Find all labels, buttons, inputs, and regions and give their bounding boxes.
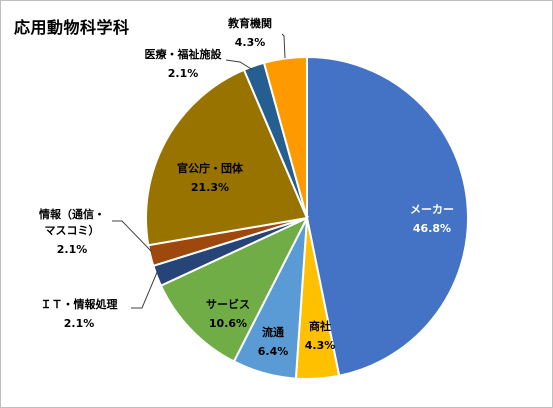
slice-value: 2.1%	[168, 67, 199, 80]
slice-label: ＩＴ・情報処理 2.1%	[41, 297, 118, 330]
slice-value: 2.1%	[57, 243, 88, 256]
slice-label: サービス 10.6%	[206, 297, 250, 330]
leader-line	[112, 220, 153, 253]
slice-label: 医療・福祉施設 2.1%	[145, 47, 223, 80]
pie-slice	[262, 55, 308, 219]
slice-name: 官公庁・団体	[177, 161, 244, 175]
slice-name: メーカー	[410, 203, 454, 216]
pie-slice	[159, 215, 310, 363]
slice-value: 10.6%	[209, 317, 247, 330]
slice-name: 商社	[309, 319, 331, 333]
slice-value: 2.1%	[64, 317, 95, 330]
slice-value: 21.3%	[191, 181, 229, 194]
leader-line	[281, 33, 286, 59]
slice-label: 官公庁・団体 21.3%	[177, 161, 244, 194]
slice-label: 商社 4.3%	[305, 319, 336, 352]
slice-value: 46.8%	[413, 222, 451, 235]
slice-name: 教育機関	[227, 16, 272, 30]
slice-value: 4.3%	[235, 36, 266, 49]
slice-name: 医療・福祉施設	[145, 47, 223, 61]
slice-name: サービス	[206, 297, 250, 311]
leader-line	[225, 59, 254, 71]
slice-label: 教育機関 4.3%	[227, 16, 272, 49]
slice-label: 情報（通信・マスコミ） 2.1%	[39, 207, 105, 256]
slice-value: 4.3%	[305, 339, 336, 352]
slice-name: マスコミ）	[45, 224, 100, 237]
pie-slice	[306, 55, 470, 377]
pie-slice	[145, 68, 309, 247]
slice-name: 情報（通信・	[39, 207, 105, 221]
slice-name: ＩＴ・情報処理	[41, 297, 118, 311]
slice-label: 流通 6.4%	[258, 325, 289, 358]
slice-name: 流通	[262, 325, 284, 339]
slice-value: 6.4%	[258, 345, 289, 358]
leader-line	[131, 269, 159, 309]
chart-title: 応用動物科学科	[14, 18, 130, 37]
slice-label: メーカー 46.8%	[410, 203, 454, 235]
